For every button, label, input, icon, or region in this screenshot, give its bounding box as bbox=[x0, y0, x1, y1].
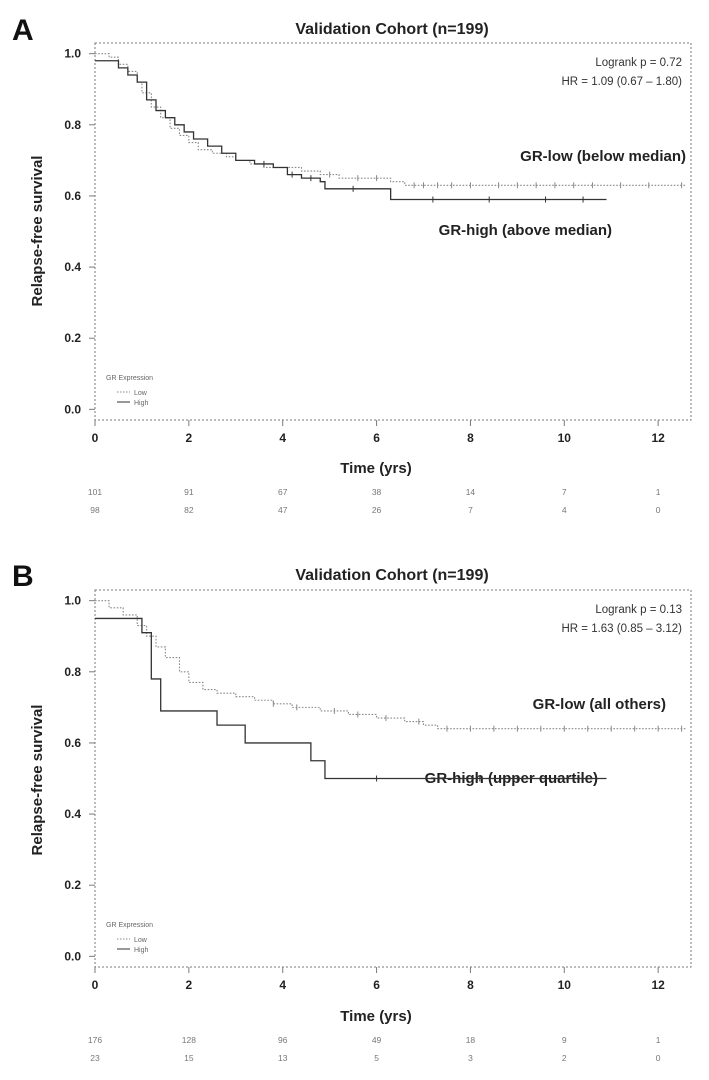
panel-b-risk-value: 18 bbox=[466, 1035, 476, 1045]
panel-b-risk-value: 1 bbox=[656, 1035, 661, 1045]
panel-b-risk-value: 15 bbox=[184, 1053, 194, 1063]
panel-b-ylabel: Relapse-free survival bbox=[29, 705, 46, 856]
panel-b-ytick-label: 1.0 bbox=[64, 594, 81, 608]
panel-b-risk-value: 9 bbox=[562, 1035, 567, 1045]
panel-b-risk-value: 13 bbox=[278, 1053, 288, 1063]
panel-b-letter: B bbox=[12, 560, 34, 593]
panel-a-xtick-label: 12 bbox=[651, 431, 665, 445]
panel-b-risk-value: 176 bbox=[88, 1035, 102, 1045]
panel-a-xtick-label: 6 bbox=[373, 431, 380, 445]
panel-b-risk-value: 2 bbox=[562, 1053, 567, 1063]
panel-b-xlabel: Time (yrs) bbox=[340, 1008, 411, 1025]
panel-a-curve-high bbox=[95, 61, 607, 200]
panel-a-risk-value: 82 bbox=[184, 505, 194, 515]
panel-b-ytick-label: 0.4 bbox=[64, 807, 81, 821]
panel-a-ytick-label: 0.0 bbox=[64, 402, 81, 416]
panel-a-risk-value: 14 bbox=[466, 487, 476, 497]
panel-a-ytick-label: 0.4 bbox=[64, 260, 81, 274]
panel-a-risk-value: 98 bbox=[90, 505, 100, 515]
panel-b-title: Validation Cohort (n=199) bbox=[295, 567, 488, 584]
panel-a-risk-value: 0 bbox=[656, 505, 661, 515]
panel-a-risk-value: 26 bbox=[372, 505, 382, 515]
panel-b-risk-value: 128 bbox=[182, 1035, 196, 1045]
panel-a-ytick-label: 0.2 bbox=[64, 331, 81, 345]
panel-a-xtick-label: 10 bbox=[558, 431, 572, 445]
panel-b-xtick-label: 8 bbox=[467, 978, 474, 992]
panel-b-low-annotation: GR-low (all others) bbox=[533, 696, 666, 713]
panel-a-legend-low-label: Low bbox=[134, 390, 148, 397]
panel-b-legend-title: GR Expression bbox=[106, 922, 153, 929]
panel-b-xtick-label: 6 bbox=[373, 978, 380, 992]
panel-a-legend-title: GR Expression bbox=[106, 375, 153, 382]
panel-a-risk-value: 38 bbox=[372, 487, 382, 497]
panel-b-xtick-label: 4 bbox=[279, 978, 286, 992]
panel-a-xtick-label: 0 bbox=[92, 431, 99, 445]
panel-a-ytick-label: 0.6 bbox=[64, 189, 81, 203]
panel-a-hr: HR = 1.09 (0.67 – 1.80) bbox=[561, 76, 682, 88]
panel-b-xtick-label: 10 bbox=[558, 978, 572, 992]
panel-a-low-annotation: GR-low (below median) bbox=[520, 148, 686, 165]
panel-a-xtick-label: 8 bbox=[467, 431, 474, 445]
panel-a: A Validation Cohort (n=199) Relapse-free… bbox=[12, 14, 691, 515]
panel-b-risk-value: 0 bbox=[656, 1053, 661, 1063]
panel-a-risk-value: 4 bbox=[562, 505, 567, 515]
panel-a-curve-low bbox=[95, 54, 686, 186]
panel-a-ylabel: Relapse-free survival bbox=[29, 156, 46, 307]
panel-b-legend-low-label: Low bbox=[134, 937, 148, 944]
panel-b-hr: HR = 1.63 (0.85 – 3.12) bbox=[561, 623, 682, 635]
panel-a-risk-value: 47 bbox=[278, 505, 288, 515]
panel-a-legend-high-label: High bbox=[134, 400, 149, 407]
panel-a-ytick-label: 1.0 bbox=[64, 47, 81, 61]
panel-b-xtick-label: 12 bbox=[651, 978, 665, 992]
panel-b-risk-value: 23 bbox=[90, 1053, 100, 1063]
panel-a-plot: 0.00.20.40.60.81.00246810121019167381471… bbox=[64, 47, 686, 515]
panel-b-legend-high-label: High bbox=[134, 947, 149, 954]
panel-a-risk-value: 101 bbox=[88, 487, 102, 497]
panel-b-logrank: Logrank p = 0.13 bbox=[595, 604, 682, 616]
panel-b-curve-high bbox=[95, 618, 607, 778]
panel-a-risk-value: 91 bbox=[184, 487, 194, 497]
panel-b-ytick-label: 0.8 bbox=[64, 665, 81, 679]
panel-b-risk-value: 96 bbox=[278, 1035, 288, 1045]
panel-a-xtick-label: 4 bbox=[279, 431, 286, 445]
panel-a-high-annotation: GR-high (above median) bbox=[439, 222, 612, 239]
panel-a-letter: A bbox=[12, 14, 34, 47]
panel-b-ytick-label: 0.6 bbox=[64, 736, 81, 750]
panel-b-xtick-label: 2 bbox=[186, 978, 193, 992]
panel-b: B Validation Cohort (n=199) Relapse-free… bbox=[12, 560, 691, 1063]
panel-a-logrank: Logrank p = 0.72 bbox=[595, 57, 682, 69]
panel-b-ytick-label: 0.2 bbox=[64, 878, 81, 892]
panel-a-risk-value: 7 bbox=[468, 505, 473, 515]
panel-a-xtick-label: 2 bbox=[186, 431, 193, 445]
panel-b-risk-value: 5 bbox=[374, 1053, 379, 1063]
panel-a-risk-value: 1 bbox=[656, 487, 661, 497]
panel-b-plot: 0.00.20.40.60.81.00246810121761289649189… bbox=[64, 594, 686, 1063]
panel-b-risk-value: 49 bbox=[372, 1035, 382, 1045]
panel-a-ytick-label: 0.8 bbox=[64, 118, 81, 132]
panel-b-ytick-label: 0.0 bbox=[64, 949, 81, 963]
panel-b-risk-value: 3 bbox=[468, 1053, 473, 1063]
panel-b-xtick-label: 0 bbox=[92, 978, 99, 992]
panel-a-risk-value: 7 bbox=[562, 487, 567, 497]
panel-a-risk-value: 67 bbox=[278, 487, 288, 497]
panel-a-title: Validation Cohort (n=199) bbox=[295, 21, 488, 38]
panel-a-xlabel: Time (yrs) bbox=[340, 460, 411, 477]
